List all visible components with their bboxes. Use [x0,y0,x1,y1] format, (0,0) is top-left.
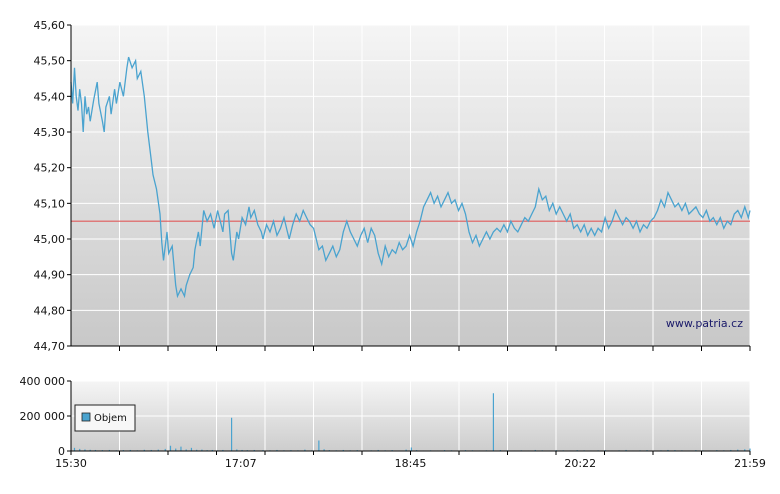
x-tick-label: 18:45 [395,457,427,470]
volume-y-tick-label: 400 000 [20,375,66,388]
volume-grid [71,380,751,451]
legend-label: Objem [94,413,127,424]
x-tick-label: 17:07 [225,457,257,470]
x-tick-label: 21:59 [734,457,766,470]
legend-swatch [81,412,91,422]
price-y-tick-label: 45,60 [34,19,66,32]
price-y-tick-label: 44,80 [34,304,66,317]
price-y-tick-label: 45,40 [34,90,66,103]
price-y-tick-label: 45,30 [34,126,66,139]
price-y-tick-label: 45,10 [34,197,66,210]
price-y-axis: 44,70 44,80 44,90 45,00 45,10 45,20 45,30 45,40… [34,19,71,353]
volume-y-tick-label: 0 [58,445,65,458]
watermark: www.patria.cz [666,317,743,330]
volume-legend: Objem [74,404,136,432]
price-y-tick-label: 45,20 [34,162,66,175]
price-y-tick-label: 44,70 [34,340,66,353]
x-tick-label: 15:30 [55,457,87,470]
volume-y-axis: 0 200 000 400 000 [20,375,71,458]
volume-x-axis: 15:30 17:07 18:45 20:22 21:59 [55,451,766,470]
price-y-tick-label: 45,50 [34,55,66,68]
price-grid [71,24,751,346]
volume-y-tick-label: 200 000 [20,410,66,423]
price-y-tick-label: 45,00 [34,233,66,246]
price-x-axis-ticks [119,346,751,351]
price-series-line [70,56,751,299]
price-y-tick-label: 44,90 [34,269,66,282]
x-tick-label: 20:22 [564,457,596,470]
